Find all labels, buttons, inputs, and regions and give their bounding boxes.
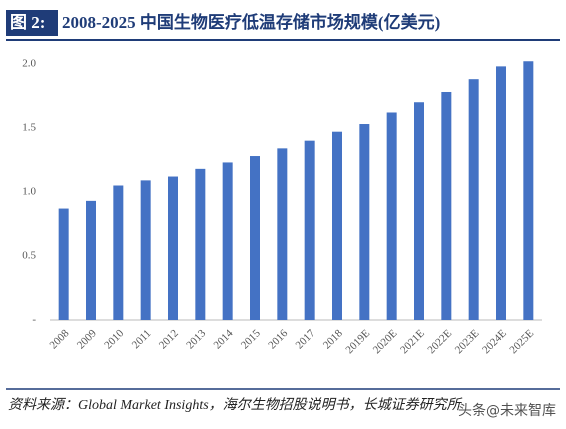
bar bbox=[304, 140, 315, 320]
x-tick-label: 2021E bbox=[398, 327, 427, 356]
x-tick-label: 2009 bbox=[75, 327, 99, 351]
x-tick-label: 2018 bbox=[321, 327, 345, 351]
bar bbox=[332, 131, 342, 320]
x-tick-label: 2019E bbox=[343, 327, 372, 356]
y-tick-label: 1.0 bbox=[22, 185, 36, 197]
y-tick-label: 1.5 bbox=[22, 121, 36, 133]
x-tick-label: 2025E bbox=[507, 327, 536, 356]
x-tick-label: 2015 bbox=[239, 327, 263, 351]
y-tick-label: - bbox=[32, 314, 36, 326]
bar bbox=[140, 180, 151, 320]
x-tick-label: 2014 bbox=[212, 327, 236, 351]
title-label: 图 2: bbox=[10, 13, 45, 32]
bar bbox=[386, 112, 397, 320]
bar bbox=[222, 162, 233, 320]
x-tick-label: 2020E bbox=[371, 327, 400, 356]
x-tick-label: 2012 bbox=[157, 327, 181, 351]
bar bbox=[168, 176, 178, 320]
bar bbox=[414, 102, 424, 320]
source: 资料来源：Global Market Insights，海尔生物招股说明书，长城… bbox=[8, 397, 463, 413]
x-tick-label: 2011 bbox=[130, 327, 154, 351]
x-tick-label: 2016 bbox=[266, 327, 290, 351]
bar bbox=[468, 79, 479, 320]
bar bbox=[277, 148, 288, 320]
bar bbox=[523, 61, 534, 320]
bar bbox=[86, 200, 96, 320]
bar bbox=[58, 208, 69, 320]
x-tick-label: 2017 bbox=[294, 327, 318, 351]
x-tick-label: 2008 bbox=[48, 327, 72, 351]
bar bbox=[441, 91, 452, 320]
y-tick-label: 2.0 bbox=[22, 57, 36, 69]
x-tick-label: 2013 bbox=[184, 327, 208, 351]
bar bbox=[113, 185, 124, 320]
x-tick-label: 2022E bbox=[425, 327, 454, 356]
bar bbox=[250, 156, 260, 320]
x-tick-label: 2024E bbox=[480, 327, 509, 356]
x-tick-label: 2023E bbox=[453, 327, 482, 356]
bar bbox=[195, 168, 206, 320]
chart-title: 2008-2025 中国生物医疗低温存储市场规模(亿美元) bbox=[62, 12, 440, 32]
title-label-box bbox=[6, 10, 58, 36]
bar bbox=[496, 66, 506, 320]
bar bbox=[359, 124, 370, 320]
y-tick-label: 0.5 bbox=[22, 249, 36, 261]
x-tick-label: 2010 bbox=[102, 327, 126, 351]
watermark: 头条@未来智库 bbox=[458, 402, 556, 419]
